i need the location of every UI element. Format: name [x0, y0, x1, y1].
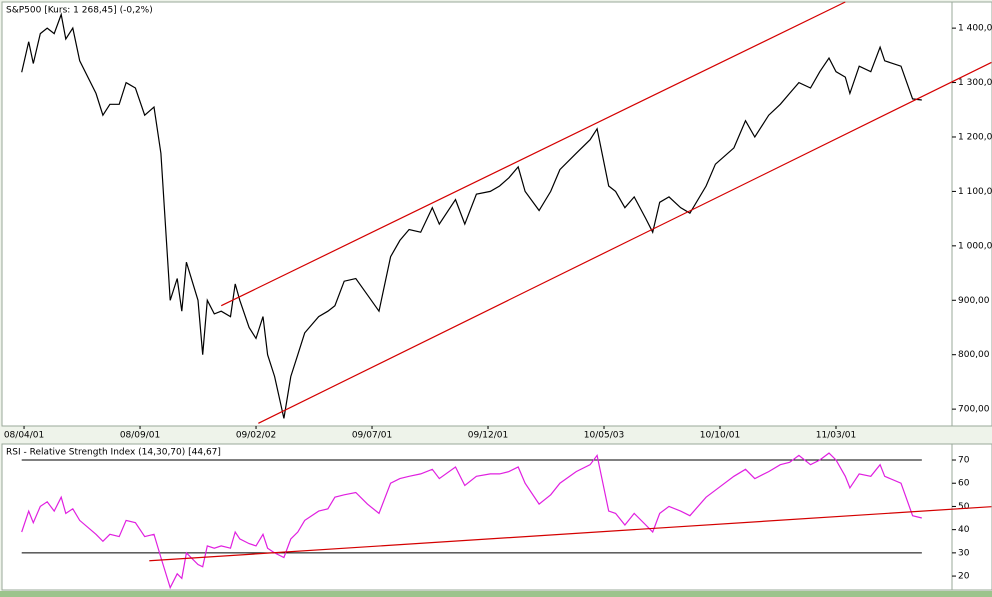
y-tick-label: 1 400,00 — [958, 24, 992, 34]
rsi-panel — [1, 443, 992, 591]
bottom-strip — [0, 591, 992, 597]
price-panel — [1, 1, 992, 427]
x-tick-label: 09/07/01 — [352, 431, 392, 441]
y-tick-label: 700,00 — [958, 405, 990, 415]
series-line — [21, 452, 922, 590]
x-tick-label: 09/02/02 — [236, 431, 276, 441]
trend-line — [220, 1, 846, 307]
y-tick-label: 40 — [958, 525, 970, 535]
trend-line — [149, 506, 992, 562]
y-tick-label: 70 — [958, 456, 970, 466]
y-tick-label: 900,00 — [958, 296, 990, 306]
y-tick-label: 1 000,00 — [958, 241, 992, 251]
chart-title: RSI - Relative Strength Index (14,30,70)… — [6, 448, 221, 458]
x-tick-label: 09/12/01 — [468, 431, 508, 441]
y-tick-label: 1 100,00 — [958, 187, 992, 197]
y-tick-label: 50 — [958, 502, 970, 512]
x-tick-label: 08/09/01 — [120, 431, 160, 441]
y-tick-label: 60 — [958, 479, 970, 489]
y-tick-label: 1 200,00 — [958, 132, 992, 142]
x-tick-label: 10/10/01 — [700, 431, 740, 441]
trend-line — [258, 61, 992, 424]
x-tick-label: 08/04/01 — [4, 431, 44, 441]
series-line — [21, 12, 922, 419]
y-tick-label: 1 300,00 — [958, 78, 992, 88]
y-tick-label: 30 — [958, 548, 970, 558]
x-tick-label: 10/05/03 — [584, 431, 624, 441]
x-tick-label: 11/03/01 — [816, 431, 856, 441]
y-tick-label: 800,00 — [958, 350, 990, 360]
y-tick-label: 20 — [958, 572, 970, 582]
chart-title: S&P500 [Kurs: 1 268,45] (-0,2%) — [6, 6, 153, 16]
